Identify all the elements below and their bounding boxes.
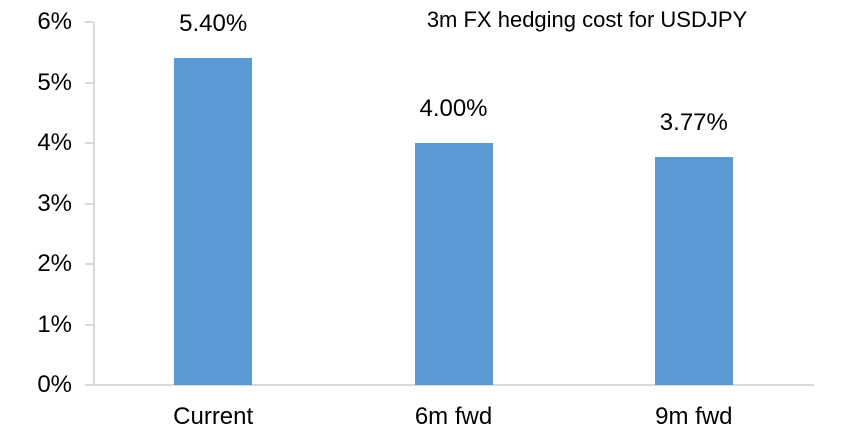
y-tick-mark — [85, 323, 93, 326]
bar-value-label: 5.40% — [179, 10, 248, 38]
y-tick-label: 6% — [37, 8, 72, 35]
y-tick-mark — [85, 384, 93, 386]
y-axis-line — [93, 22, 95, 385]
y-tick-label: 3% — [37, 189, 72, 217]
y-tick-label: 5% — [37, 68, 72, 96]
y-tick-label: 0% — [37, 371, 72, 398]
y-tick-mark — [85, 263, 93, 265]
x-category-label: Current — [173, 403, 254, 430]
bar — [654, 156, 733, 385]
bar-value-label: 3.77% — [659, 108, 728, 136]
y-tick-mark — [85, 81, 93, 84]
chart-title: 3m FX hedging cost for USDJPY — [426, 7, 748, 32]
y-tick-mark — [85, 142, 93, 144]
y-tick-label: 4% — [37, 129, 72, 156]
bar — [414, 143, 493, 385]
x-category-label: 6m fwd — [414, 403, 493, 430]
x-axis-line — [86, 384, 814, 386]
bar — [174, 58, 253, 385]
y-tick-mark — [85, 21, 93, 23]
y-tick-label: 1% — [37, 310, 72, 338]
y-tick-mark — [85, 202, 93, 205]
bar-value-label: 4.00% — [419, 95, 488, 122]
x-category-label: 9m fwd — [655, 403, 733, 430]
y-tick-label: 2% — [37, 250, 72, 277]
